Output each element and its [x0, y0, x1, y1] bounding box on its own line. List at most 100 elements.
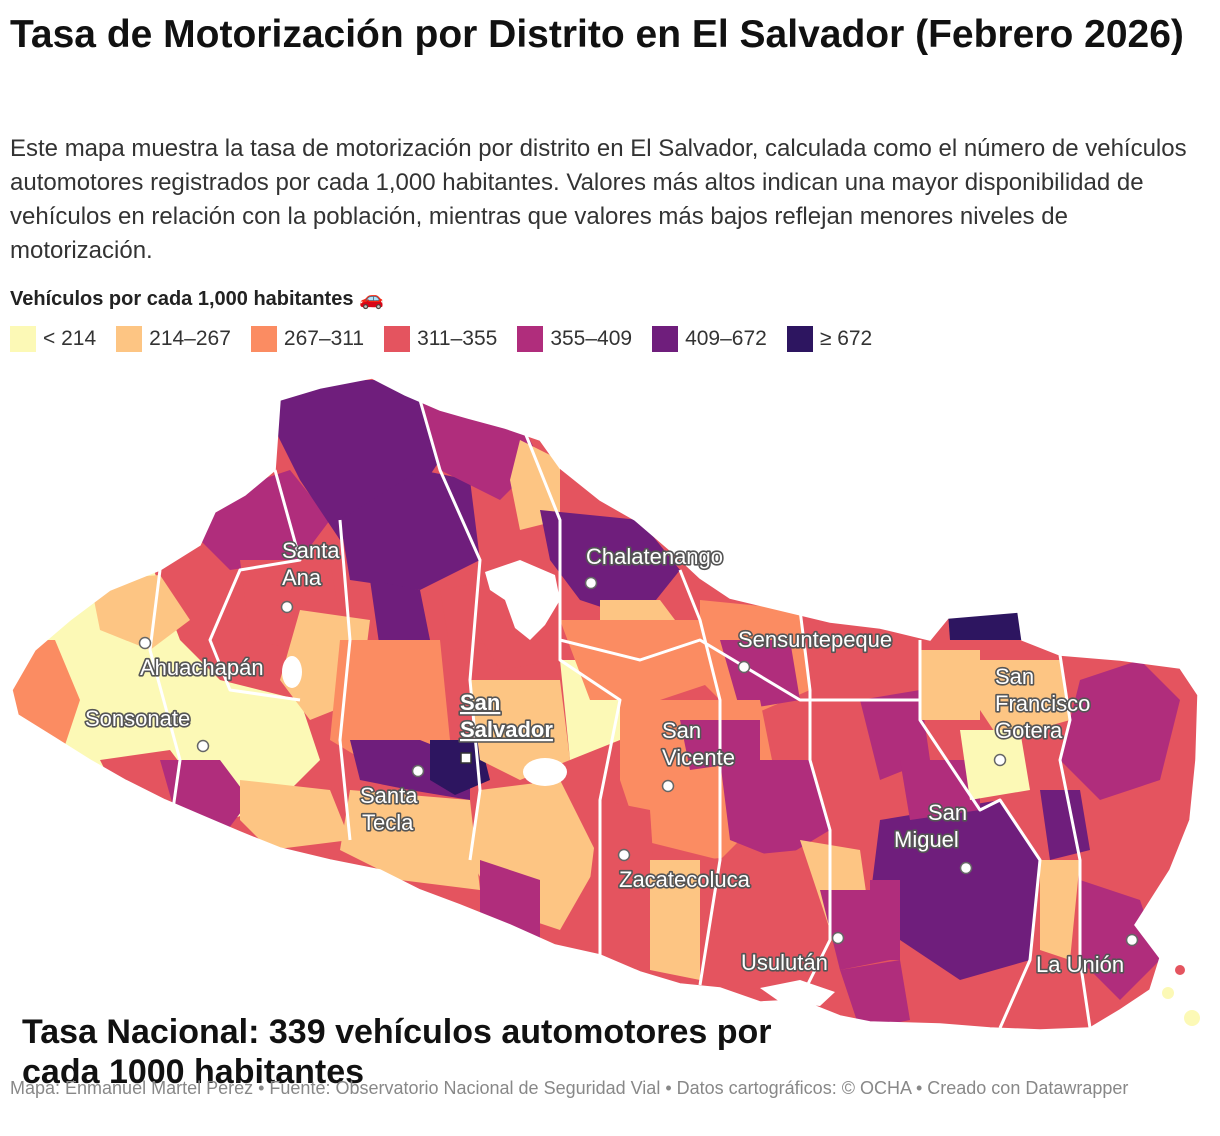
city-marker [1125, 933, 1139, 947]
city-label: San Miguel [894, 800, 967, 852]
choropleth-map: Santa Ana Ahuachapán Sonsonate Santa Tecla… [11, 377, 1200, 1031]
legend-item: 214–267 [116, 326, 231, 352]
district-region [948, 612, 1022, 640]
city-marker [138, 636, 152, 650]
district-region [90, 575, 190, 650]
city-marker [280, 600, 294, 614]
legend-item: ≥ 672 [786, 326, 873, 352]
jiquilisco-bay [760, 980, 835, 1006]
city-marker [661, 779, 675, 793]
island [1184, 1010, 1200, 1026]
district-region [700, 850, 830, 990]
coatepeque-lake [282, 656, 302, 688]
city-marker [617, 848, 631, 862]
district-region [330, 640, 450, 770]
department-border [148, 569, 182, 831]
color-legend: < 214 214–267 267–311 311–355 355–409 40… [10, 326, 872, 352]
city-label: Usulután [741, 950, 828, 975]
country-outline [11, 377, 1199, 1031]
page-title: Tasa de Motorización por Distrito en El … [10, 13, 1184, 56]
legend-swatch [384, 326, 411, 352]
city-label: Santa Ana [282, 538, 340, 590]
national-rate-annotation: Tasa Nacional: 339 vehículos automotores… [22, 1013, 772, 1091]
city-label: San Francisco Gotera [995, 664, 1090, 743]
district-region [510, 440, 560, 530]
capital-marker [460, 752, 472, 764]
legend-item: 355–409 [517, 326, 632, 352]
city-marker [196, 739, 210, 753]
department-border [418, 399, 482, 861]
city-labels: Santa Ana Ahuachapán Sonsonate Santa Tecla… [83, 536, 1125, 978]
district-region [340, 470, 480, 590]
district-region [430, 740, 490, 795]
city-label: Sonsonate [85, 706, 190, 731]
legend-item: 311–355 [384, 326, 497, 352]
legend-label: 409–672 [685, 327, 767, 350]
legend-label: 311–355 [417, 327, 498, 350]
legend-label: < 214 [43, 327, 97, 350]
district-region [1040, 860, 1080, 960]
city-marker [993, 753, 1007, 767]
city-marker [737, 660, 751, 674]
city-label: San Vicente [662, 718, 735, 770]
district-region [240, 780, 350, 850]
district-region [540, 510, 680, 620]
ilopango-lake [523, 758, 567, 786]
district-region [860, 690, 930, 780]
department-border [559, 638, 920, 702]
district-region [370, 580, 430, 650]
legend-swatch [250, 326, 277, 352]
cerron-grande-lake [485, 560, 560, 640]
city-label: Zacatecoluca [619, 867, 751, 892]
city-marker [959, 861, 973, 875]
city-label: Santa Tecla [360, 783, 418, 835]
department-border [918, 640, 1042, 1029]
legend-swatch [652, 326, 679, 352]
legend-item: < 214 [10, 326, 96, 352]
district-region [960, 730, 1030, 800]
map-description: Este mapa muestra la tasa de motorizació… [10, 135, 1187, 264]
city-label: Ahuachapán [140, 655, 264, 680]
district-region [840, 960, 910, 1030]
district-region [870, 880, 900, 960]
department-borders [148, 399, 1092, 1029]
city-label: Sensuntepeque [738, 627, 892, 652]
district-region [1080, 880, 1160, 1000]
legend-swatch [116, 326, 143, 352]
city-marker [411, 764, 425, 778]
department-border [518, 419, 622, 955]
legend-label: ≥ 672 [819, 327, 873, 350]
capital-label: San Salvador [460, 690, 553, 742]
legend-swatch [786, 326, 813, 352]
district-region [900, 760, 980, 820]
city-markers [138, 576, 1139, 947]
legend-label: 267–311 [283, 327, 365, 350]
island [1162, 987, 1174, 999]
legend-label: 355–409 [550, 327, 633, 350]
department-border [338, 519, 352, 841]
island [1175, 965, 1185, 975]
department-border [208, 469, 302, 702]
legend-label: 214–267 [149, 327, 231, 350]
district-region [590, 800, 660, 960]
district-region [1060, 660, 1180, 800]
legend-item: 267–311 [250, 326, 365, 352]
source-footer: Mapa: Enmanuel Martel Perez • Fuente: Ob… [10, 1078, 1129, 1098]
legend-swatch [517, 326, 544, 352]
city-marker [831, 931, 845, 945]
city-label: La Unión [1036, 952, 1124, 977]
district-region [980, 660, 1070, 740]
legend-title: Vehículos por cada 1,000 habitantes 🚗 [10, 288, 384, 310]
city-marker [584, 576, 598, 590]
district-region [720, 760, 830, 860]
city-label: Chalatenango [586, 544, 723, 569]
district-region [340, 790, 480, 890]
department-border [798, 609, 832, 1001]
legend-item: 409–672 [652, 326, 767, 352]
department-border [1058, 654, 1092, 1029]
district-region [470, 680, 570, 780]
legend-swatch [10, 326, 36, 352]
district-region [870, 800, 1040, 980]
department-border [678, 569, 722, 986]
district-region [920, 650, 980, 720]
